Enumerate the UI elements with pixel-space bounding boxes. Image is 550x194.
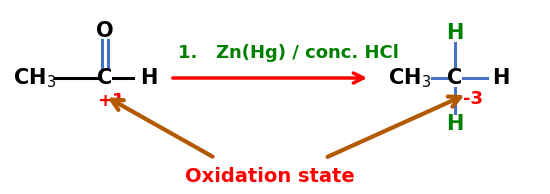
Text: CH$_3$: CH$_3$ bbox=[388, 66, 431, 90]
Text: H: H bbox=[446, 23, 464, 43]
Text: CH$_3$: CH$_3$ bbox=[13, 66, 56, 90]
Text: +1: +1 bbox=[97, 92, 124, 110]
Text: 1.   Zn(Hg) / conc. HCl: 1. Zn(Hg) / conc. HCl bbox=[178, 44, 399, 62]
Text: Oxidation state: Oxidation state bbox=[185, 167, 355, 186]
Text: H: H bbox=[140, 68, 157, 88]
Text: O: O bbox=[96, 21, 114, 41]
Text: C: C bbox=[97, 68, 113, 88]
Text: -3: -3 bbox=[463, 90, 483, 108]
Text: H: H bbox=[446, 114, 464, 134]
Text: C: C bbox=[447, 68, 463, 88]
Text: H: H bbox=[492, 68, 509, 88]
